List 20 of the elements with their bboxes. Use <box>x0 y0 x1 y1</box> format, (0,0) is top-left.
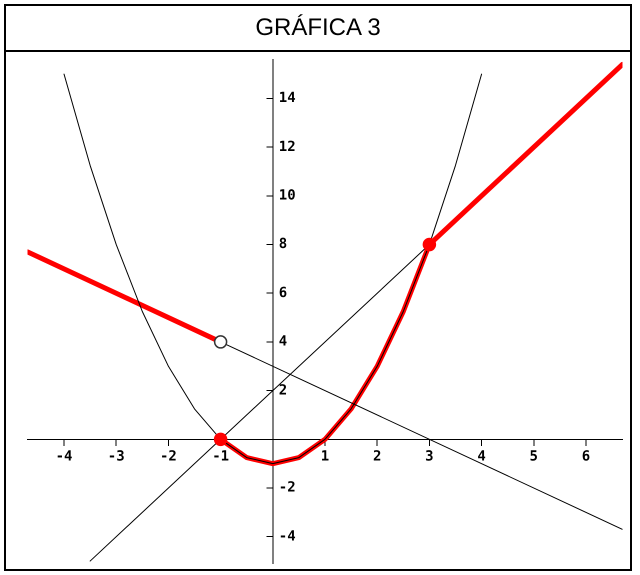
x-tick-label: -3 <box>108 448 125 464</box>
x-tick-label: -1 <box>212 448 230 464</box>
y-tick-label: -2 <box>278 480 296 496</box>
y-tick-label: 2 <box>278 382 288 398</box>
x-tick-label: -4 <box>56 448 72 464</box>
y-tick-label: 4 <box>278 334 288 350</box>
y-tick-label: 12 <box>278 138 296 155</box>
x-tick-label: 2 <box>372 448 382 464</box>
y-tick-label: 8 <box>278 236 288 252</box>
x-tick-label: 6 <box>582 448 590 464</box>
y-tick-label: 6 <box>278 284 288 301</box>
x-tick-label: 4 <box>477 448 486 464</box>
x-tick-label: 1 <box>320 448 330 464</box>
y-tick-label: -4 <box>278 528 296 544</box>
x-tick-label: 5 <box>530 448 538 464</box>
x-tick-label: -2 <box>160 448 177 464</box>
y-tick-label: 14 <box>278 90 296 106</box>
chart-title: GRÁFICA 3 <box>6 6 630 52</box>
x-tick-label: 3 <box>425 448 434 464</box>
y-tick-label: 10 <box>278 187 296 204</box>
